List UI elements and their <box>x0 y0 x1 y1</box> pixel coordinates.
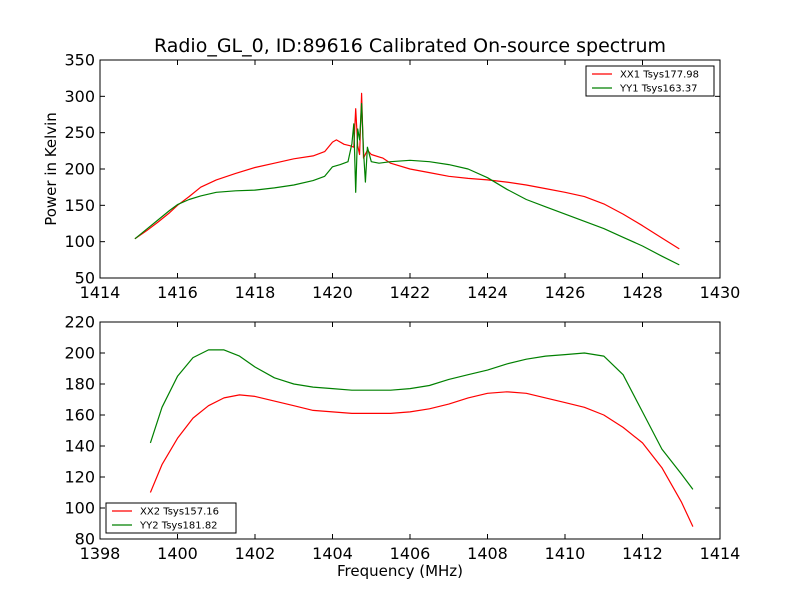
y-tick-label-1-0: 80 <box>75 530 95 549</box>
series-line-1-0 <box>149 391 694 527</box>
series-line-0-0 <box>134 92 680 250</box>
y-tick-label-1-7: 220 <box>64 313 95 332</box>
x-axis-label-1: Frequency (MHz) <box>337 562 463 580</box>
legend-1: XX2 Tsys157.16 YY2 Tsys181.82 <box>105 502 237 534</box>
y-tick-label-0-3: 200 <box>64 160 95 179</box>
y-tick-label-0-2: 150 <box>64 196 95 215</box>
y-tick-label-1-1: 100 <box>64 499 95 518</box>
y-tick-label-0-6: 350 <box>64 51 95 70</box>
y-tick-label-0-4: 250 <box>64 123 95 142</box>
legend-box-1 <box>105 502 237 534</box>
legend-label-0-1: YY1 Tsys163.37 <box>619 84 698 95</box>
x-tick-label-1-2: 1402 <box>235 544 276 563</box>
series-line-1-1 <box>149 349 694 490</box>
x-tick-label-0-4: 1422 <box>390 283 431 302</box>
y-tick-label-0-5: 300 <box>64 87 95 106</box>
x-tick-label-0-0: 1414 <box>80 283 121 302</box>
x-tick-label-1-1: 1400 <box>157 544 198 563</box>
top-panel: 1414 1416 1418 1420 1422 1424 1426 1428 1430 50 10… <box>42 51 740 303</box>
legend-label-1-0: XX2 Tsys157.16 <box>140 507 219 518</box>
legend-box-0 <box>585 65 715 97</box>
x-tick-label-0-1: 1416 <box>157 283 198 302</box>
x-tick-label-0-8: 1430 <box>700 283 741 302</box>
x-tick-label-1-7: 1412 <box>622 544 663 563</box>
x-tick-label-1-5: 1408 <box>467 544 508 563</box>
y-tick-label-0-0: 50 <box>75 269 95 288</box>
y-tick-label-1-4: 160 <box>64 406 95 425</box>
chart-title: Radio_GL_0, ID:89616 Calibrated On-sourc… <box>154 35 666 57</box>
y-tick-label-1-5: 180 <box>64 375 95 394</box>
x-tick-label-0-7: 1428 <box>622 283 663 302</box>
y-tick-label-1-3: 140 <box>64 437 95 456</box>
legend-label-1-1: YY2 Tsys181.82 <box>139 521 218 532</box>
y-axis-label-0: Power in Kelvin <box>42 112 60 226</box>
x-tick-label-0-2: 1418 <box>235 283 276 302</box>
y-tick-label-1-6: 200 <box>64 344 95 363</box>
bottom-panel: 1398 1400 1402 1404 1406 1408 1410 1412 1414 80 10… <box>64 313 740 581</box>
x-tick-label-1-4: 1406 <box>390 544 431 563</box>
y-tick-label-0-1: 100 <box>64 232 95 251</box>
x-tick-label-0-6: 1426 <box>545 283 586 302</box>
series-line-0-1 <box>134 102 680 266</box>
legend-label-0-0: XX1 Tsys177.98 <box>620 70 699 81</box>
x-tick-label-1-3: 1404 <box>312 544 353 563</box>
legend-0: XX1 Tsys177.98 YY1 Tsys163.37 <box>585 65 715 97</box>
x-tick-label-1-6: 1410 <box>545 544 586 563</box>
x-tick-label-1-0: 1398 <box>80 544 121 563</box>
x-tick-label-0-5: 1424 <box>467 283 508 302</box>
x-tick-label-0-3: 1420 <box>312 283 353 302</box>
x-tick-label-1-8: 1414 <box>700 544 741 563</box>
y-tick-label-1-2: 120 <box>64 468 95 487</box>
